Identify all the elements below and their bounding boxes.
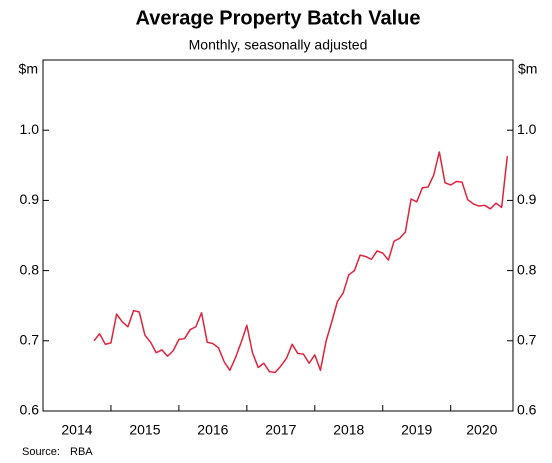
y-tick-label: 0.6 xyxy=(20,402,40,418)
y-unit-right: $m xyxy=(518,61,537,77)
source-label: Source: xyxy=(22,446,60,458)
y-tick-label: 0.7 xyxy=(20,332,40,348)
y-unit-left: $m xyxy=(19,61,38,77)
y-tick-label: 0.9 xyxy=(517,191,537,207)
x-tick-label: 2020 xyxy=(466,422,497,438)
x-tick-label: 2016 xyxy=(197,422,228,438)
y-tick-label: 1.0 xyxy=(20,121,40,137)
x-tick-label: 2018 xyxy=(333,422,364,438)
x-tick-label: 2015 xyxy=(129,422,160,438)
y-tick-label: 0.8 xyxy=(517,261,537,277)
chart-title: Average Property Batch Value xyxy=(136,7,421,29)
y-tick-label: 0.7 xyxy=(517,332,537,348)
x-tick-label: 2019 xyxy=(401,422,432,438)
y-tick-label: 0.6 xyxy=(517,402,537,418)
y-tick-label: 1.0 xyxy=(517,121,537,137)
source: RBA xyxy=(70,446,93,458)
x-tick-label: 2014 xyxy=(61,422,92,438)
data-line xyxy=(93,151,509,374)
chart-subtitle: Monthly, seasonally adjusted xyxy=(189,37,368,53)
plot-frame xyxy=(42,59,514,412)
y-tick-label: 0.8 xyxy=(20,261,40,277)
x-tick-label: 2017 xyxy=(265,422,296,438)
y-tick-label: 0.9 xyxy=(20,191,40,207)
